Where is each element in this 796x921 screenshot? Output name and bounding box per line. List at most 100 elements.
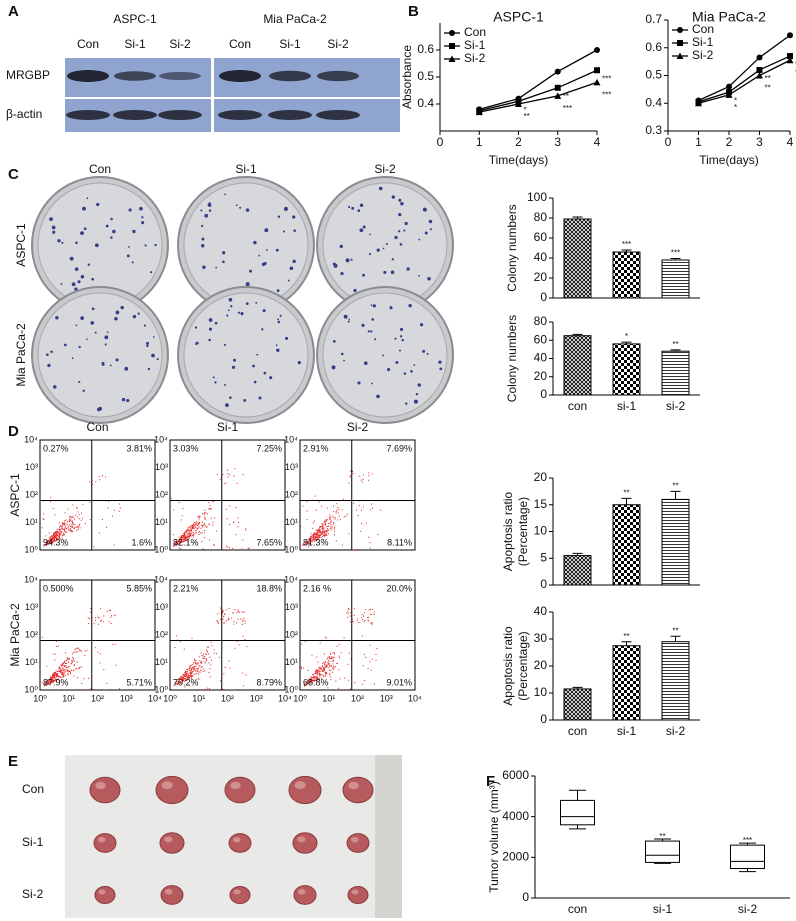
event-dot [77,528,79,530]
event-dot [61,537,63,539]
colony-dot [50,350,53,353]
event-dot [187,677,189,679]
event-dot [213,545,215,547]
event-dot [316,656,318,658]
event-dot [53,676,55,678]
event-dot [320,532,322,534]
colony-dot [287,279,290,282]
event-dot [190,528,192,530]
event-dot [228,660,230,662]
event-dot [321,528,323,530]
event-dot [112,644,114,646]
colony-dot [82,389,85,392]
event-dot [55,532,57,534]
event-dot [192,534,194,536]
event-dot [186,539,188,541]
event-dot [324,666,326,668]
colony-dot [350,258,353,261]
colony-dot [94,331,97,334]
panel-letter: D [8,423,19,440]
colony-dot [104,343,107,346]
event-dot [309,681,311,683]
event-dot [178,683,180,685]
colony-dot [417,383,421,387]
event-dot [54,540,56,542]
event-dot [57,679,59,681]
event-dot [46,684,48,686]
y-tick-label: 20 [534,270,548,284]
tumor-highlight [230,781,241,790]
event-dot [70,530,72,532]
event-dot [311,679,313,681]
quadrant-value: 0.27% [43,443,69,453]
event-dot [338,655,340,657]
axis-tick-label: 10⁴ [154,574,168,584]
axis-tick-label: 10¹ [25,657,38,667]
event-dot [63,675,65,677]
event-dot [52,676,54,678]
event-dot [194,666,196,668]
colony-dot [91,307,95,311]
event-dot [242,621,244,623]
event-dot [48,542,50,544]
event-dot [46,683,48,685]
event-dot [47,680,49,682]
event-dot [202,526,204,528]
event-dot [238,644,240,646]
y-tick-label: 0 [540,712,547,726]
tumor-highlight [294,781,306,790]
colony-dot [343,314,348,319]
event-dot [76,651,78,653]
legend-marker [676,52,684,59]
event-dot [330,679,332,681]
event-dot [65,531,67,533]
event-dot [313,534,315,536]
event-dot [55,531,57,533]
event-dot [335,510,337,512]
event-dot [204,509,206,511]
colony-dot [339,244,343,249]
event-dot [82,503,84,505]
event-dot [320,667,322,669]
event-dot [204,688,206,690]
event-dot [184,675,186,677]
colony-dot [390,270,395,275]
event-dot [310,679,312,681]
event-dot [185,679,187,681]
event-dot [189,667,191,669]
colony-dot [263,261,267,265]
event-dot [175,539,177,541]
event-dot [56,679,58,681]
event-dot [46,681,48,683]
event-dot [61,670,63,672]
event-dot [348,482,350,484]
event-dot [363,653,365,655]
event-dot [185,670,187,672]
event-dot [371,473,373,475]
colony-dot [367,330,370,333]
event-dot [77,647,79,649]
column-label: Si-1 [235,162,257,176]
event-dot [194,525,196,527]
event-dot [236,611,238,613]
event-dot [188,667,190,669]
row-label: ASPC-1 [8,473,22,517]
event-dot [186,678,188,680]
colony-dot [399,243,403,246]
event-dot [206,649,208,651]
event-dot [370,613,372,615]
event-dot [327,657,329,659]
blot-band [316,110,360,120]
axis-tick-label: 10¹ [285,657,298,667]
event-dot [68,519,70,521]
event-dot [362,506,364,508]
event-dot [320,667,322,669]
event-dot [185,538,187,540]
event-dot [235,506,237,508]
colony-dot [137,312,140,315]
x-tick-label: si-1 [653,902,673,916]
event-dot [332,652,334,654]
event-dot [53,537,55,539]
significance: ** [672,481,678,490]
event-dot [356,509,358,511]
